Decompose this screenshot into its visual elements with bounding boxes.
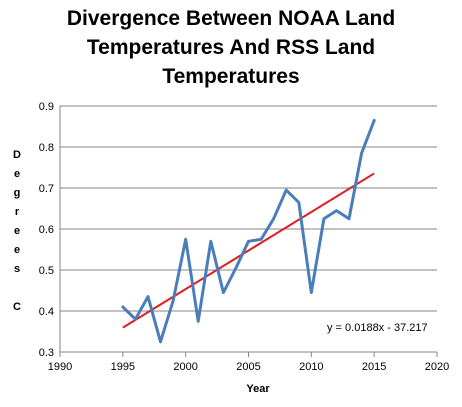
y-tick-labels: 0.3 0.4 0.5 0.6 0.7 0.8 0.9: [39, 101, 54, 359]
trendline-segment: [122, 172, 375, 329]
chart-title-line-3: Temperatures: [162, 65, 300, 88]
y-axis-title-glyph: C: [13, 301, 21, 313]
y-axis-title-glyph: e: [14, 244, 20, 256]
x-tick-label: 1995: [111, 361, 135, 373]
trendline-equation: y = 0.0188x - 37.217: [327, 322, 428, 334]
y-axis-title-glyph: e: [14, 168, 20, 180]
y-tick-label: 0.3: [39, 347, 54, 359]
chart-title-line-2: Temperatures And RSS Land: [86, 36, 376, 59]
data-series: [121, 118, 376, 344]
y-tick-label: 0.6: [39, 224, 54, 236]
y-axis-title-glyph: g: [14, 187, 21, 199]
axes: [59, 106, 438, 357]
x-tick-label: 2015: [362, 361, 386, 373]
y-tick-label: 0.5: [39, 265, 54, 277]
x-tick-label: 2005: [236, 361, 260, 373]
x-tick-label: 2020: [425, 361, 449, 373]
x-tick-label: 2000: [173, 361, 197, 373]
gridlines: [60, 105, 437, 312]
x-tick-labels: 1990 1995 2000 2005 2010 2015 2020: [48, 361, 449, 373]
trendline: [122, 172, 375, 329]
y-axis-title-glyph: s: [14, 263, 20, 275]
y-tick-label: 0.8: [39, 142, 54, 154]
y-tick-label: 0.4: [39, 306, 54, 318]
x-tick-label: 1990: [48, 361, 72, 373]
chart-title: Divergence Between NOAA Land Temperature…: [0, 4, 462, 91]
y-axis-title-glyph: D: [13, 149, 21, 161]
x-axis-title: Year: [246, 383, 270, 395]
y-tick-label: 0.9: [39, 101, 54, 113]
series-line: [121, 118, 376, 344]
chart-title-line-1: Divergence Between NOAA Land: [66, 7, 396, 30]
y-tick-label: 0.7: [39, 183, 54, 195]
x-tick-label: 2010: [299, 361, 323, 373]
y-axis-title-glyph: r: [15, 206, 20, 218]
y-axis-title-glyph: e: [14, 225, 20, 237]
